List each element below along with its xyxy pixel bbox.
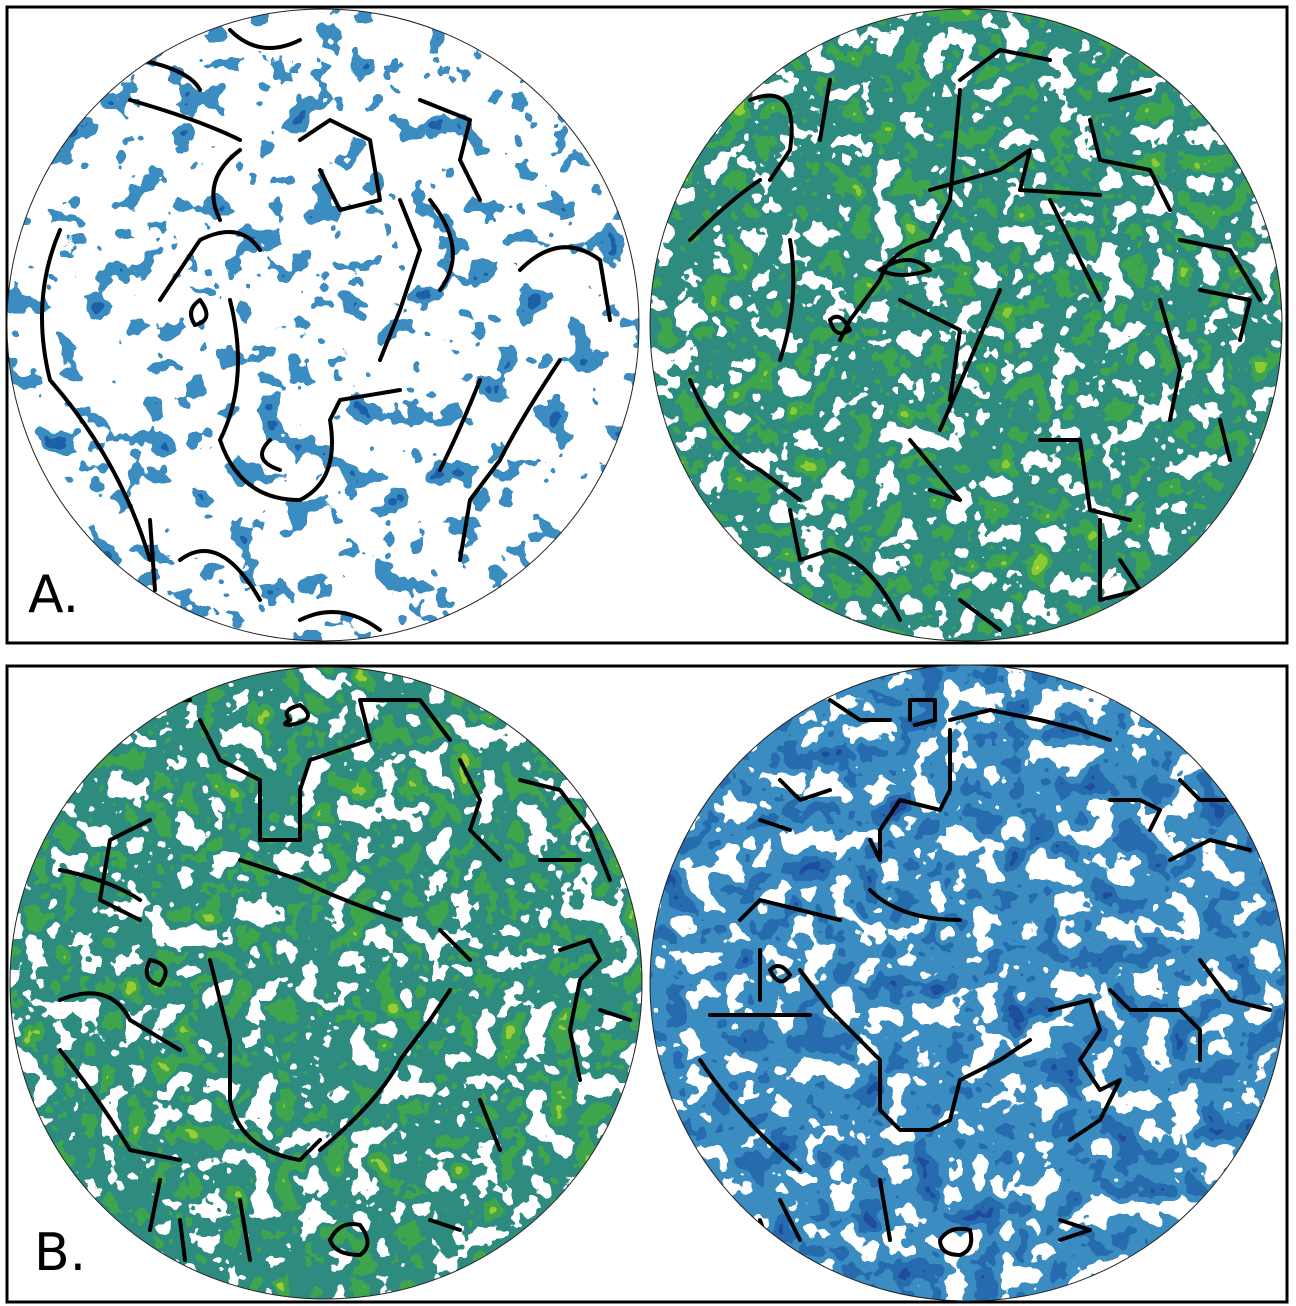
panel-label: A. <box>28 565 79 625</box>
map <box>7 9 639 641</box>
map-rim <box>9 666 643 1300</box>
map-rim <box>6 8 640 642</box>
map-rim <box>649 8 1283 642</box>
map-rim <box>649 664 1287 1302</box>
panel-frame <box>5 664 1289 1304</box>
map <box>650 9 1282 641</box>
panel-label: B. <box>34 1223 86 1283</box>
map <box>10 667 642 1299</box>
map <box>650 665 1286 1301</box>
